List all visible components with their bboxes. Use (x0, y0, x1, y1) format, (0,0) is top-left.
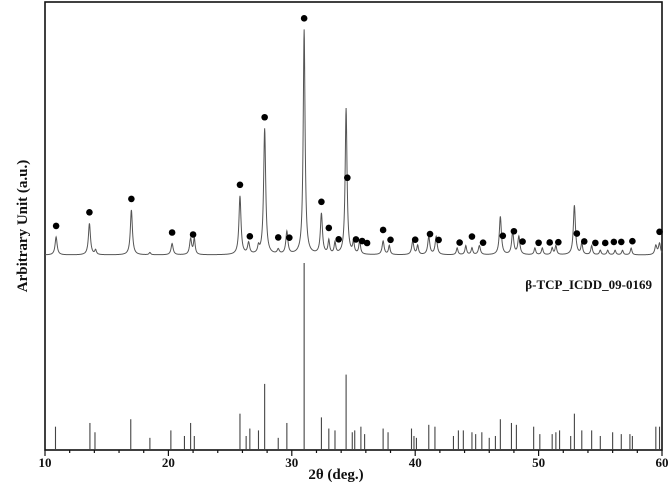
peak-marker (52, 222, 60, 230)
peak-marker (555, 238, 562, 246)
peak-markers (52, 15, 663, 247)
peak-marker (573, 230, 581, 237)
x-tick-label: 30 (285, 455, 298, 470)
peak-marker (387, 236, 394, 244)
peak-marker (629, 237, 636, 245)
peak-marker (468, 233, 476, 240)
measured-pattern-line (44, 29, 663, 256)
peak-marker (426, 230, 434, 238)
peak-marker (499, 232, 507, 240)
peak-marker (435, 236, 442, 244)
plot-frame (44, 1, 663, 451)
peak-marker (352, 236, 360, 243)
peak-marker (344, 174, 351, 182)
peak-marker (86, 208, 93, 216)
peak-marker (592, 239, 599, 247)
reference-pattern-label: β-TCP_ICDD_09-0169 (525, 277, 652, 292)
peak-marker (236, 181, 244, 189)
peak-marker (510, 227, 518, 235)
x-axis-ticks (44, 450, 663, 456)
x-tick-label: 50 (532, 455, 545, 470)
peak-marker (286, 234, 293, 241)
x-axis-tick-labels: 10 20 30 40 50 60 (39, 455, 668, 470)
peak-marker (274, 234, 282, 241)
reference-stick-pattern (54, 263, 661, 449)
peak-marker (300, 15, 308, 22)
peak-marker (610, 238, 618, 246)
x-tick-label: 40 (409, 455, 422, 470)
peak-marker (617, 238, 625, 246)
peak-marker (246, 233, 254, 240)
x-tick-label: 20 (162, 455, 175, 470)
peak-marker (168, 229, 176, 236)
peak-marker (189, 231, 197, 238)
peak-marker (456, 239, 463, 246)
x-tick-label: 10 (39, 455, 52, 470)
peak-marker (601, 239, 609, 247)
peak-marker (411, 236, 419, 243)
peak-marker (128, 195, 135, 203)
peak-marker (479, 239, 487, 246)
peak-marker (325, 224, 333, 232)
y-axis-label: Arbitrary Unit (a.u.) (15, 160, 31, 292)
peak-marker (379, 226, 387, 234)
peak-marker (535, 239, 542, 247)
peak-marker (335, 235, 342, 243)
peak-marker (546, 239, 554, 246)
x-tick-label: 60 (656, 455, 668, 470)
peak-marker (656, 228, 663, 236)
peak-marker (318, 198, 325, 206)
x-axis-label: 2θ (deg.) (308, 467, 363, 483)
peak-marker (363, 239, 371, 247)
peak-marker (519, 238, 526, 245)
peak-marker (261, 113, 268, 121)
peak-marker (580, 238, 588, 245)
